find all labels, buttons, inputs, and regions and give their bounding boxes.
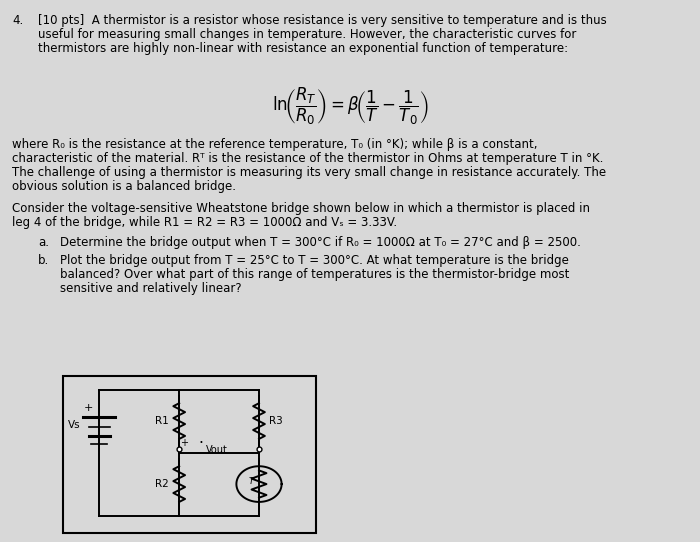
Text: characteristic of the material. Rᵀ is the resistance of the thermistor in Ohms a: characteristic of the material. Rᵀ is th… [12,152,603,165]
Text: Vout: Vout [206,446,228,455]
Text: ·: · [198,436,203,450]
Text: +: + [181,438,188,448]
Text: The challenge of using a thermistor is measuring its very small change in resist: The challenge of using a thermistor is m… [12,166,606,179]
Text: R2: R2 [155,479,169,489]
Text: Consider the voltage-sensitive Wheatstone bridge shown below in which a thermist: Consider the voltage-sensitive Wheatston… [12,202,590,215]
Text: 4.: 4. [12,14,23,27]
Text: obvious solution is a balanced bridge.: obvious solution is a balanced bridge. [12,180,236,193]
Text: useful for measuring small changes in temperature. However, the characteristic c: useful for measuring small changes in te… [38,28,576,41]
Text: $\mathrm{ln}\!\left(\dfrac{R_T}{R_0}\right) = \beta\!\left(\dfrac{1}{T} - \dfrac: $\mathrm{ln}\!\left(\dfrac{R_T}{R_0}\rig… [272,86,428,127]
Text: where R₀ is the resistance at the reference temperature, T₀ (in °K); while β is : where R₀ is the resistance at the refere… [12,138,538,151]
Text: R1: R1 [155,416,169,426]
Text: [10 pts]  A thermistor is a resistor whose resistance is very sensitive to tempe: [10 pts] A thermistor is a resistor whos… [38,14,607,27]
Text: Determine the bridge output when T = 300°C if R₀ = 1000Ω at T₀ = 27°C and β = 25: Determine the bridge output when T = 300… [60,236,581,249]
Text: thermistors are highly non-linear with resistance an exponential function of tem: thermistors are highly non-linear with r… [38,42,568,55]
Text: leg 4 of the bridge, while R1 = R2 = R3 = 1000Ω and Vₛ = 3.33V.: leg 4 of the bridge, while R1 = R2 = R3 … [12,216,397,229]
Text: Vs: Vs [67,420,80,430]
Text: balanced? Over what part of this range of temperatures is the thermistor-bridge : balanced? Over what part of this range o… [60,268,569,281]
Text: a.: a. [38,236,49,249]
Text: Plot the bridge output from T = 25°C to T = 300°C. At what temperature is the br: Plot the bridge output from T = 25°C to … [60,254,569,267]
Text: +: + [84,403,93,414]
Text: b.: b. [38,254,49,267]
Text: sensitive and relatively linear?: sensitive and relatively linear? [60,282,242,295]
Text: R3: R3 [269,416,283,426]
Text: T: T [248,478,253,487]
